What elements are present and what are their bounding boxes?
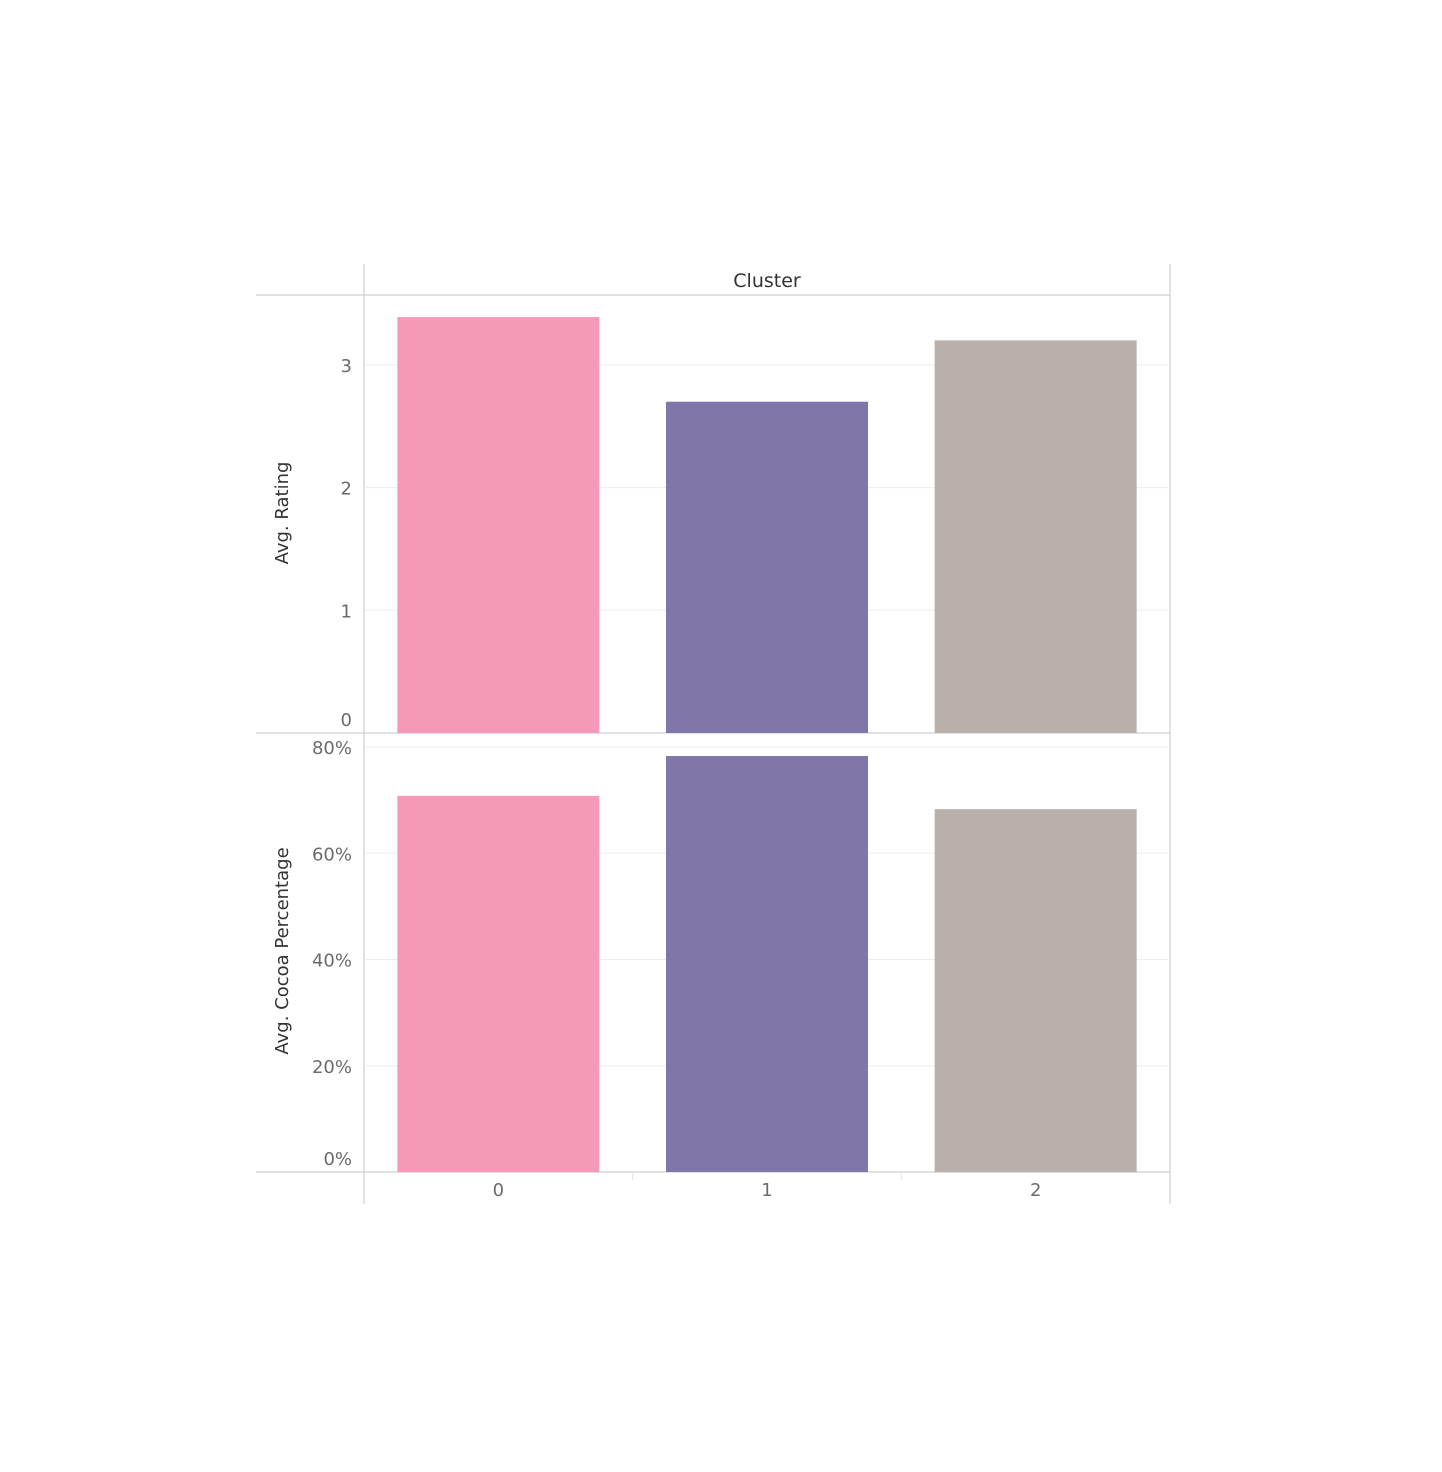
ytick-label-panel1-3: 60% [312, 844, 352, 865]
ytick-label-panel1-0: 0% [323, 1149, 352, 1170]
ytick-label-panel1-4: 80% [312, 738, 352, 759]
bar-panel1-cluster-2 [934, 809, 1137, 1172]
tick-labels: 0 1 2 3 0% 20% 40% 60% 80% 0 1 2 [312, 356, 1041, 1201]
ytick-label-panel0-3: 3 [341, 356, 352, 377]
ytick-label-panel1-2: 40% [312, 951, 352, 972]
column-header-label: Cluster [733, 270, 801, 292]
bar-panel0-cluster-0 [397, 317, 600, 733]
ylabel-avg-cocoa-percentage: Avg. Cocoa Percentage [272, 847, 293, 1054]
bars [397, 317, 1137, 1172]
xtick-label-2: 2 [1030, 1180, 1041, 1201]
xtick-label-1: 1 [761, 1180, 772, 1201]
ytick-label-panel0-0: 0 [341, 710, 352, 731]
ytick-label-panel1-1: 20% [312, 1057, 352, 1078]
bar-panel1-cluster-0 [397, 795, 600, 1172]
ytick-label-panel0-1: 1 [341, 601, 352, 622]
ytick-label-panel0-2: 2 [341, 479, 352, 500]
ylabel-avg-rating: Avg. Rating [272, 462, 293, 565]
bar-panel0-cluster-2 [934, 340, 1137, 733]
bar-panel0-cluster-1 [666, 401, 868, 733]
xtick-label-0: 0 [493, 1180, 504, 1201]
bar-panel1-cluster-1 [666, 756, 868, 1172]
